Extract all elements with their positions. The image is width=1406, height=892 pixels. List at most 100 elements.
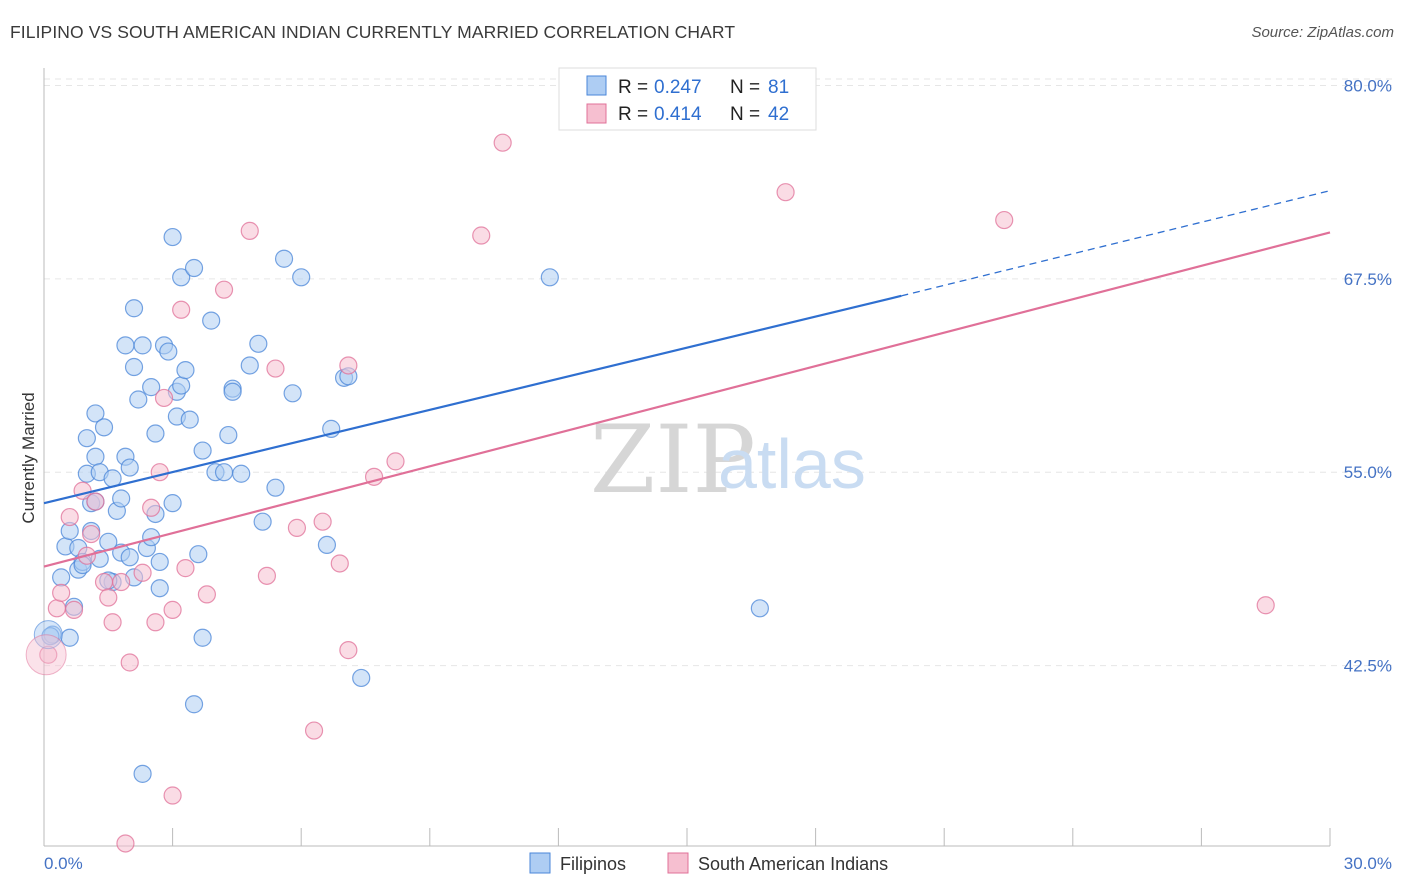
south-american-indian-point-25 bbox=[214, 280, 234, 299]
x-tick-min: 0.0% bbox=[44, 854, 83, 873]
south-american-indian-point-9 bbox=[94, 572, 114, 592]
filipino-point-69 bbox=[317, 535, 337, 555]
south-american-indian-point-4 bbox=[64, 600, 84, 619]
filipino-point-65 bbox=[266, 478, 285, 497]
filipino-trend-extension bbox=[901, 190, 1331, 297]
south-american-indian-point-18 bbox=[150, 463, 169, 482]
y-tick-label-2: 67.5% bbox=[1344, 270, 1392, 289]
filipino-point-66 bbox=[274, 249, 294, 268]
filipino-point-32 bbox=[133, 764, 152, 783]
south-american-indian-point-24 bbox=[197, 585, 216, 604]
south-american-indian-point-41 bbox=[1256, 596, 1275, 615]
filipino-point-55 bbox=[202, 311, 221, 330]
south-american-indian-point-40 bbox=[995, 210, 1014, 230]
trend-lines bbox=[43, 190, 1331, 568]
bottom-legend-swatch-south-american-indians bbox=[667, 852, 689, 874]
south-american-indian-point-37 bbox=[472, 226, 491, 245]
axes bbox=[43, 68, 1331, 847]
legend-n-label-1: N = bbox=[730, 77, 760, 98]
south-american-indian-point-31 bbox=[313, 512, 332, 531]
south-american-indian-point-39 bbox=[776, 183, 795, 202]
bottom-legend-filipinos: Filipinos bbox=[560, 854, 626, 874]
south-american-indian-point-34 bbox=[339, 641, 358, 660]
south-american-indian-point-large bbox=[25, 634, 67, 676]
south-american-indian-point-15 bbox=[133, 563, 152, 582]
filipino-point-30 bbox=[129, 390, 148, 409]
filipino-point-74 bbox=[540, 268, 559, 287]
filipino-point-51 bbox=[184, 695, 204, 714]
south-american-indian-point-19 bbox=[154, 388, 174, 408]
filipino-point-47 bbox=[172, 376, 191, 395]
south-american-indian-trend-line bbox=[43, 231, 1331, 568]
south-american-indian-point-20 bbox=[163, 600, 182, 619]
filipino-point-41 bbox=[159, 342, 178, 361]
bottom-legend-south-american-indians: South American Indians bbox=[698, 854, 888, 874]
filipino-point-68 bbox=[292, 268, 311, 287]
stats-legend: R = 0.247 N = 81 R = 0.414 N = 42 bbox=[558, 67, 817, 131]
filipino-point-60 bbox=[223, 382, 242, 401]
filipino-point-75 bbox=[750, 599, 769, 618]
south-american-indian-point-21 bbox=[163, 786, 182, 805]
filipino-point-53 bbox=[193, 628, 212, 647]
filipino-point-52 bbox=[189, 545, 208, 564]
south-american-indian-point-22 bbox=[172, 300, 191, 319]
legend-r-value-2: 0.414 bbox=[654, 104, 702, 125]
filipino-point-63 bbox=[249, 334, 268, 353]
y-tick-label-1: 55.0% bbox=[1344, 463, 1392, 482]
south-american-indian-point-13 bbox=[116, 834, 135, 853]
filipino-point-1 bbox=[52, 568, 71, 587]
legend-swatch-filipinos bbox=[586, 75, 607, 96]
legend-n-value-1: 81 bbox=[768, 77, 789, 98]
filipino-point-54 bbox=[193, 441, 212, 460]
filipino-point-48 bbox=[176, 361, 195, 380]
south-american-indian-point-23 bbox=[176, 559, 195, 578]
south-american-indian-point-38 bbox=[493, 133, 512, 152]
filipino-point-10 bbox=[77, 429, 96, 448]
south-american-indian-point-28 bbox=[266, 359, 285, 378]
filipino-point-43 bbox=[163, 227, 182, 247]
south-american-indian-point-2 bbox=[52, 583, 71, 602]
filipino-point-4 bbox=[60, 628, 79, 647]
filipino-point-61 bbox=[232, 464, 251, 483]
watermark-zip: ZIP bbox=[590, 406, 756, 515]
south-american-indian-point-8 bbox=[86, 492, 105, 511]
south-american-indian-point-27 bbox=[257, 566, 277, 585]
south-american-indian-point-12 bbox=[112, 572, 131, 592]
south-american-indian-point-33 bbox=[339, 356, 358, 375]
legend-n-value-2: 42 bbox=[768, 104, 789, 125]
filipino-point-29 bbox=[124, 299, 144, 318]
legend-r-label-2: R = bbox=[618, 104, 648, 125]
south-american-indian-point-10 bbox=[99, 588, 118, 607]
series-legend: Filipinos South American Indians bbox=[529, 852, 888, 874]
filipino-point-14 bbox=[86, 404, 105, 423]
filipino-point-39 bbox=[150, 579, 169, 598]
filipino-point-46 bbox=[172, 268, 191, 287]
chart-title: FILIPINO VS SOUTH AMERICAN INDIAN CURREN… bbox=[10, 22, 736, 42]
south-american-indian-point-14 bbox=[120, 653, 139, 672]
south-american-indian-point-29 bbox=[287, 518, 307, 537]
filipino-point-26 bbox=[120, 548, 139, 567]
filipino-point-22 bbox=[112, 489, 131, 508]
filipino-point-57 bbox=[214, 463, 234, 482]
south-american-indian-point-30 bbox=[304, 721, 324, 740]
legend-n-label-2: N = bbox=[730, 104, 760, 125]
filipino-point-38 bbox=[150, 552, 169, 572]
south-american-indian-point-32 bbox=[330, 554, 349, 573]
x-tick-max: 30.0% bbox=[1344, 854, 1392, 873]
south-american-indian-point-7 bbox=[82, 524, 101, 544]
filipino-point-35 bbox=[142, 378, 161, 397]
y-tick-label-0: 42.5% bbox=[1344, 657, 1392, 676]
legend-swatch-south-american-indians bbox=[586, 103, 607, 124]
south-american-indian-point-11 bbox=[103, 613, 122, 632]
filipino-point-62 bbox=[240, 356, 259, 375]
south-american-indian-point-3 bbox=[60, 507, 79, 527]
filipino-point-73 bbox=[352, 668, 371, 688]
south-american-indian-point-26 bbox=[240, 221, 259, 240]
filipino-point-36 bbox=[146, 424, 165, 443]
legend-r-label-1: R = bbox=[618, 77, 648, 98]
y-tick-label-3: 80.0% bbox=[1344, 76, 1392, 95]
filipino-point-17 bbox=[94, 418, 114, 437]
filipino-point-64 bbox=[253, 512, 272, 531]
watermark-atlas: atlas bbox=[718, 425, 866, 503]
